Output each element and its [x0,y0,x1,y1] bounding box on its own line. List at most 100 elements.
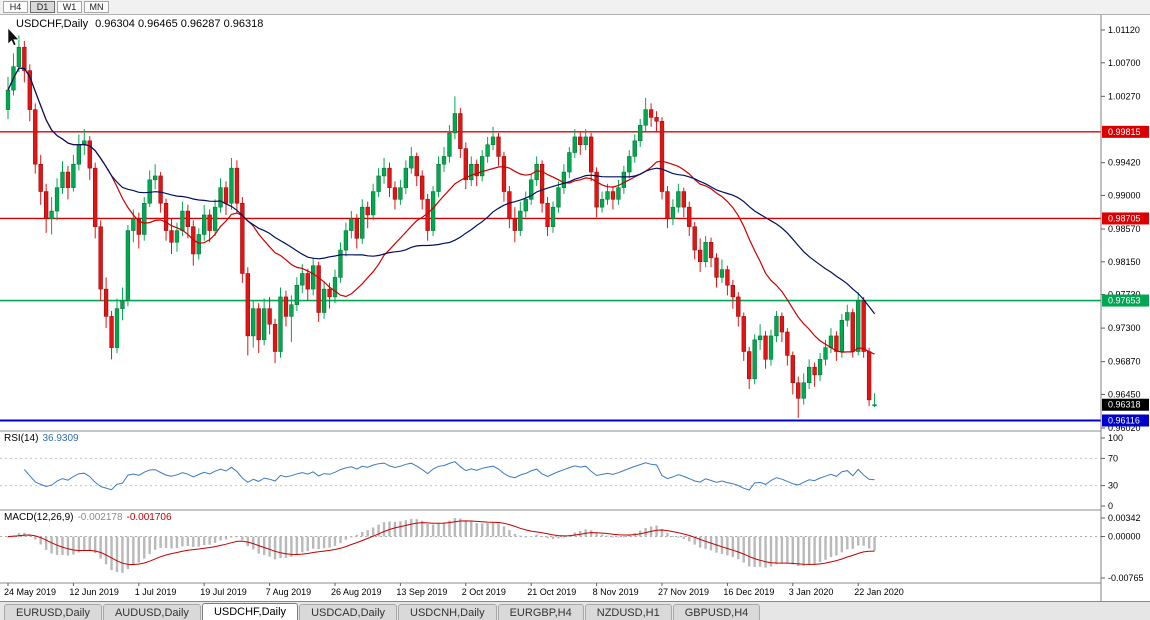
candle [779,316,785,333]
candle [103,288,109,317]
timeframe-button-w1[interactable]: W1 [57,1,82,13]
candle [572,136,577,153]
candle [109,316,114,348]
chart-tab-usdchf-daily[interactable]: USDCHF,Daily [201,603,299,620]
time-axis[interactable]: 24 May 2019 12 Jun 2019 1 Jul 2019 19 Jul 2… [4,583,904,597]
candle [430,191,436,231]
candle [381,167,387,177]
candle [392,187,398,200]
candle [708,242,714,259]
candle [332,277,338,298]
candle [420,175,425,200]
candle [665,191,670,220]
svg-text:3 Jan 2020: 3 Jan 2020 [789,587,834,597]
candle [60,171,65,188]
symbol-period-label: USDCHF,Daily [16,18,89,30]
candle [38,163,43,192]
candle [621,171,627,188]
candle [807,366,812,383]
candle [218,187,223,208]
timeframe-button-mn[interactable]: MN [84,1,109,13]
candle [866,351,872,401]
chart-tab-nzdusd-h1[interactable]: NZDUSD,H1 [584,604,672,620]
candle [812,366,817,376]
candle [207,214,212,231]
price-chart[interactable]: 1.01120 1.00700 1.00270 0.99420 0.99000 0.985… [0,15,1150,601]
candle [262,308,267,341]
candle [578,136,583,145]
rsi-label: RSI(14) 36.9309 [4,433,79,444]
candle [480,156,485,177]
candle [387,167,392,188]
candle [71,163,76,188]
svg-text:0.96116: 0.96116 [1108,416,1140,426]
candle [365,206,370,216]
svg-text:0.99000: 0.99000 [1108,190,1141,200]
candle [93,167,98,227]
candle [490,136,496,145]
svg-text:22 Jan 2020: 22 Jan 2020 [854,587,904,597]
candle [153,175,158,181]
svg-text:1.00270: 1.00270 [1108,91,1141,101]
svg-text:0.98150: 0.98150 [1108,257,1141,267]
svg-text:13 Sep 2019: 13 Sep 2019 [396,587,447,597]
candle [654,117,659,122]
candle [823,347,828,360]
candle [719,269,725,278]
candle [120,300,125,309]
price-axis[interactable]: 1.01120 1.00700 1.00270 0.99420 0.99000 0.985… [1101,25,1149,583]
candle [300,273,305,286]
candle [272,323,278,352]
candle [817,359,823,376]
svg-text:70: 70 [1108,453,1118,463]
candle [212,206,218,231]
macd-label: MACD(12,26,9) -0.002178 -0.001706 [4,512,172,523]
candle [632,140,637,157]
timeframe-button-d1[interactable]: D1 [30,1,55,13]
candle [196,234,201,255]
candle [474,163,479,177]
price-badge [1102,125,1149,138]
candle [202,214,207,235]
candle [703,242,708,263]
ohlc-values: 0.96304 0.96465 0.96287 0.96318 [95,18,264,30]
chart-tab-eurusd-daily[interactable]: EURUSD,Daily [4,604,102,620]
candle [692,226,697,251]
candle [567,152,572,173]
candle [627,156,632,173]
chart-tab-gbpusd-h4[interactable]: GBPUSD,H4 [672,604,761,620]
candle [670,206,676,220]
candle [283,296,289,317]
rsi-line [24,461,875,491]
candle [507,191,512,220]
candle [458,113,463,149]
svg-text:0.97653: 0.97653 [1108,296,1141,306]
svg-text:21 Oct 2019: 21 Oct 2019 [527,587,576,597]
candle [725,269,730,286]
candle [44,191,49,220]
chart-tab-usdcad-daily[interactable]: USDCAD,Daily [299,604,398,620]
candle [169,230,174,243]
candle [768,335,774,360]
chart-tab-audusd-daily[interactable]: AUDUSD,Daily [102,604,201,620]
candle [850,312,855,352]
candle [741,316,746,352]
timeframe-button-h4[interactable]: H4 [3,1,28,13]
candle [403,167,409,188]
candle [796,382,801,399]
candle [158,175,163,204]
candle [371,191,376,216]
svg-text:0.00000: 0.00000 [1108,532,1141,542]
candle [223,187,229,204]
candle [343,230,349,251]
chart-tab-eurgbp-h4[interactable]: EURGBP,H4 [497,604,584,620]
chart-area[interactable]: 1.01120 1.00700 1.00270 0.99420 0.99000 0.985… [0,15,1150,601]
svg-text:0.96020: 0.96020 [1108,423,1141,433]
svg-text:24 May 2019: 24 May 2019 [4,587,56,597]
horizontal-level-lines[interactable] [0,131,1101,422]
svg-text:19 Jul 2019: 19 Jul 2019 [200,587,247,597]
candle [774,316,779,337]
candle [338,249,343,278]
chart-tab-usdcnh-daily[interactable]: USDCNH,Daily [398,604,497,620]
macd-signal-value: -0.001706 [126,512,172,523]
